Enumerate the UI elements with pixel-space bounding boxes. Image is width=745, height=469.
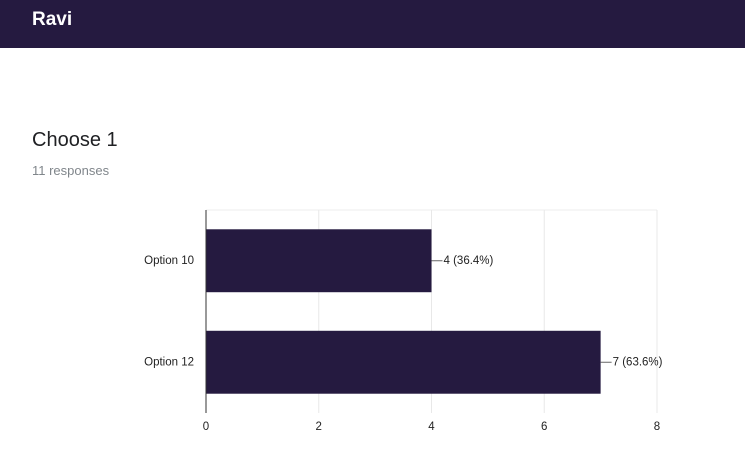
header-title: Ravi <box>32 9 73 30</box>
y-tick-label: Option 10 <box>144 255 194 267</box>
x-tick-label: 4 <box>428 421 435 433</box>
y-tick-label: Option 12 <box>144 356 194 368</box>
bar <box>206 330 601 394</box>
response-count: 11 responses <box>32 163 110 178</box>
value-label: 4 (36.4%) <box>444 255 494 267</box>
header-bar: Ravi <box>0 0 745 48</box>
x-tick-label: 8 <box>654 421 660 433</box>
x-tick-label: 2 <box>316 421 322 433</box>
bar <box>206 229 432 293</box>
x-tick-label: 0 <box>203 421 209 433</box>
x-tick-label: 6 <box>541 421 547 433</box>
question-title: Choose 1 <box>32 129 118 151</box>
value-label: 7 (63.6%) <box>613 356 663 368</box>
